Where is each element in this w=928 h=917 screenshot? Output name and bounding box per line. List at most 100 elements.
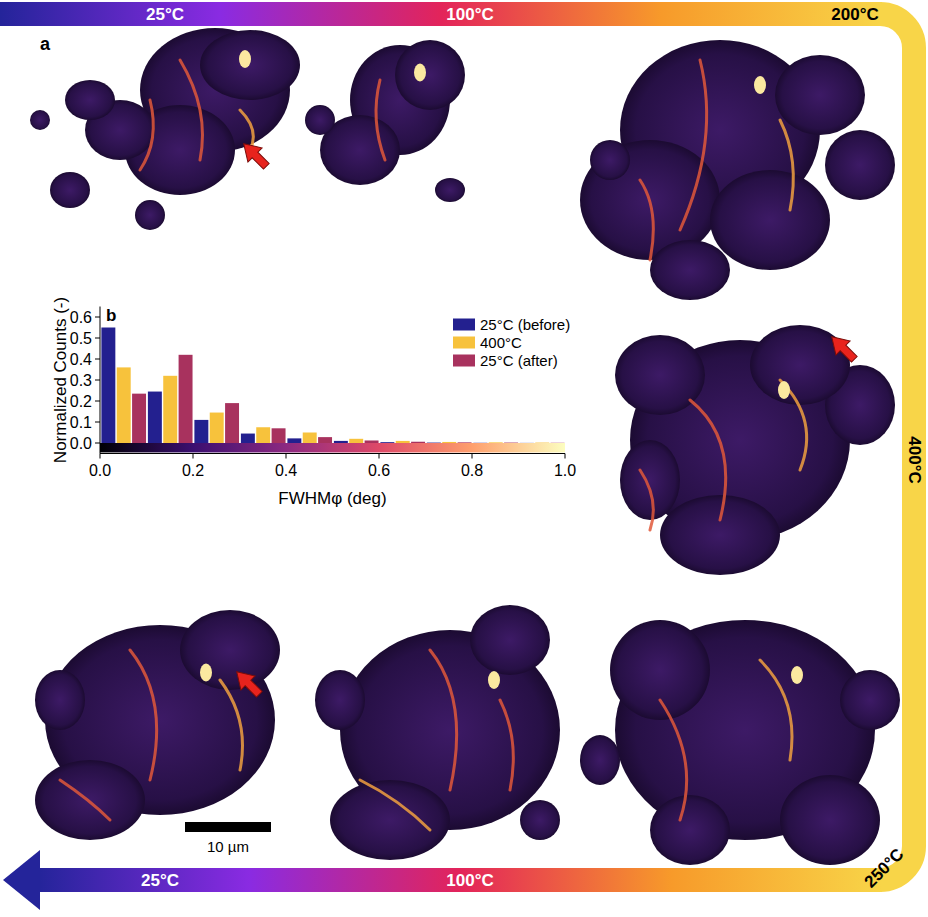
boundary-streak xyxy=(640,470,653,530)
temperature-label: 250°C xyxy=(861,845,908,892)
legend-label: 400°C xyxy=(480,334,522,351)
microscopy-map xyxy=(580,620,900,865)
grain xyxy=(610,620,710,720)
grain xyxy=(435,178,465,202)
histogram-bar xyxy=(551,442,565,443)
x-tick-label: 0.0 xyxy=(89,462,111,479)
grain xyxy=(710,170,830,270)
x-tick-label: 0.8 xyxy=(461,462,483,479)
grain xyxy=(65,80,115,120)
boundary-streak xyxy=(220,680,243,770)
panel-label: b xyxy=(106,306,116,325)
temperature-label: 25°C xyxy=(146,5,184,24)
boundary-streak xyxy=(780,120,793,210)
histogram-bar xyxy=(442,442,456,443)
histogram-bar xyxy=(132,394,146,443)
histogram-bar xyxy=(535,442,549,443)
legend-swatch xyxy=(453,355,475,367)
grain xyxy=(660,495,780,575)
temperature-label: 200°C xyxy=(831,5,878,24)
grain xyxy=(840,670,900,730)
histogram-bar xyxy=(194,420,208,443)
legend-swatch xyxy=(453,319,475,331)
histogram-bar xyxy=(504,442,518,443)
hot-spot xyxy=(488,671,500,689)
y-tick-label: 0.2 xyxy=(70,393,92,410)
legend-label: 25°C (before) xyxy=(480,316,570,333)
grain xyxy=(580,735,620,785)
scale-bar xyxy=(185,822,271,832)
microscopy-map xyxy=(35,610,280,840)
boundary-streak xyxy=(690,400,726,520)
boundary-streak xyxy=(180,60,203,160)
temperature-label: 100°C xyxy=(446,5,493,24)
x-axis-line xyxy=(100,453,565,454)
histogram-bar xyxy=(241,434,255,443)
hot-spot xyxy=(414,64,426,82)
hot-spot xyxy=(754,76,766,94)
x-tick-label: 0.4 xyxy=(275,462,297,479)
y-tick xyxy=(95,359,100,360)
red-arrow xyxy=(237,137,274,174)
histogram-bar xyxy=(411,442,425,443)
histogram-bar xyxy=(256,427,270,443)
microscopy-map xyxy=(315,605,560,860)
histogram-bar xyxy=(489,442,503,444)
histogram-bar xyxy=(396,441,410,443)
legend: 25°C (before)400°C25°C (after) xyxy=(453,316,570,369)
panel-label: a xyxy=(40,34,51,54)
grain xyxy=(330,780,450,860)
histogram-bar xyxy=(163,376,177,443)
grain xyxy=(825,130,895,200)
grain xyxy=(50,172,90,208)
scale-bar-label: 10 µm xyxy=(207,838,249,855)
histogram-bar xyxy=(318,437,332,443)
histogram-bar xyxy=(210,413,224,443)
boundary-streak xyxy=(500,700,513,790)
histogram-bar xyxy=(334,441,348,443)
grain xyxy=(650,240,730,300)
legend-label: 25°C (after) xyxy=(480,352,558,369)
x-axis-title: FWHMφ (deg) xyxy=(278,489,386,508)
temperature-band xyxy=(38,868,882,892)
grain xyxy=(650,795,730,865)
y-tick-label: 0.4 xyxy=(70,351,92,368)
grain xyxy=(520,800,560,840)
grain xyxy=(35,670,85,730)
figure: 25°C100°C200°C400°C250°C100°C25°C10 µma0… xyxy=(0,0,928,917)
grain xyxy=(395,40,465,110)
y-tick xyxy=(95,443,100,444)
y-tick-label: 0.5 xyxy=(70,330,92,347)
hot-spot xyxy=(200,664,212,682)
boundary-streak xyxy=(760,660,792,760)
microscopy-map xyxy=(580,40,895,300)
x-tick xyxy=(193,454,194,459)
temperature-band xyxy=(0,2,882,26)
x-tick xyxy=(379,454,380,459)
x-tick-label: 0.6 xyxy=(368,462,390,479)
histogram-bar xyxy=(473,442,487,443)
hot-spot xyxy=(239,50,251,68)
y-tick-label: 0.0 xyxy=(70,435,92,452)
red-arrow xyxy=(825,330,862,367)
boundary-streak xyxy=(360,780,430,830)
histogram-bar xyxy=(427,442,441,443)
grain xyxy=(135,200,165,230)
histogram-bar xyxy=(148,392,162,443)
hot-spot xyxy=(791,666,803,684)
boundary-streak xyxy=(640,180,653,260)
histogram-bar xyxy=(380,442,394,444)
grain xyxy=(180,610,280,690)
y-tick-label: 0.1 xyxy=(70,414,92,431)
hot-spot xyxy=(778,381,790,399)
y-axis-title: Normalized Counts (-) xyxy=(51,297,70,463)
histogram-bar xyxy=(349,439,363,443)
boundary-streak xyxy=(430,650,457,790)
temperature-label: 100°C xyxy=(446,871,493,890)
histogram-bar xyxy=(365,440,379,443)
grain xyxy=(305,105,335,135)
histogram-bar xyxy=(272,428,286,443)
grain xyxy=(30,110,50,130)
microscopy-map xyxy=(305,40,465,202)
grain xyxy=(775,55,865,135)
